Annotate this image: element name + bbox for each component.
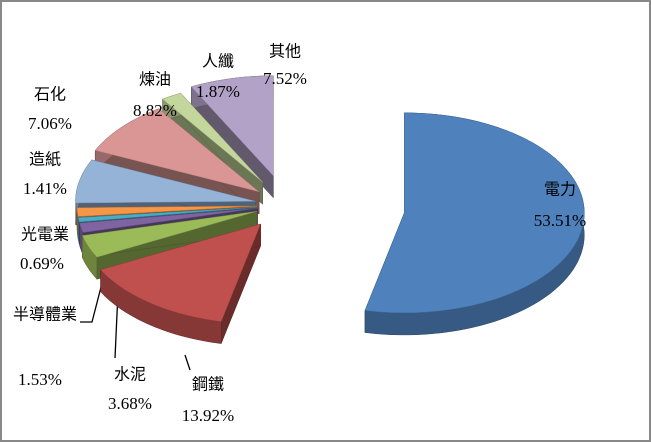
slice-top bbox=[77, 206, 258, 223]
category-label: 鋼鐵 bbox=[192, 375, 224, 394]
value-label: 1.41% bbox=[23, 179, 67, 198]
value-label: 1.53% bbox=[18, 370, 62, 389]
category-label: 其他 bbox=[269, 42, 301, 61]
category-label: 水泥 bbox=[114, 365, 146, 384]
category-label: 石化 bbox=[34, 85, 66, 104]
slice-top bbox=[162, 92, 263, 183]
slice-top bbox=[190, 75, 274, 177]
value-label: 8.82% bbox=[133, 101, 177, 120]
slice-top bbox=[81, 211, 257, 258]
category-label: 光電業 bbox=[21, 225, 69, 244]
slice bbox=[100, 223, 262, 344]
value-label: 7.52% bbox=[263, 69, 307, 88]
value-label: 1.87% bbox=[196, 82, 240, 101]
slice-top bbox=[94, 108, 260, 193]
slice bbox=[190, 75, 274, 199]
value-label: 53.51% bbox=[534, 211, 586, 230]
category-label: 半導體業 bbox=[13, 305, 77, 324]
slice-top bbox=[100, 223, 262, 322]
slice-top bbox=[75, 159, 256, 204]
category-label: 煉油 bbox=[139, 70, 171, 89]
category-label: 人纖 bbox=[202, 52, 234, 71]
slice-top bbox=[364, 112, 585, 314]
value-label: 3.68% bbox=[108, 394, 152, 413]
category-label: 電力 bbox=[544, 180, 576, 199]
category-label: 造紙 bbox=[29, 150, 61, 169]
slice bbox=[364, 112, 585, 336]
slice-top bbox=[79, 208, 258, 233]
value-label: 13.92% bbox=[182, 406, 234, 425]
leader-line bbox=[184, 354, 191, 371]
value-label: 7.06% bbox=[28, 114, 72, 133]
value-label: 0.69% bbox=[20, 254, 64, 273]
slice-top bbox=[76, 205, 258, 217]
